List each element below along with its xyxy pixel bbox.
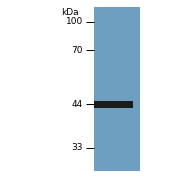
Text: 44: 44 [72, 100, 83, 109]
Text: kDa: kDa [62, 8, 79, 17]
Text: 33: 33 [71, 143, 83, 152]
Bar [94, 101, 133, 108]
Bar [94, 7, 140, 171]
Text: 100: 100 [66, 17, 83, 26]
Text: 70: 70 [71, 46, 83, 55]
